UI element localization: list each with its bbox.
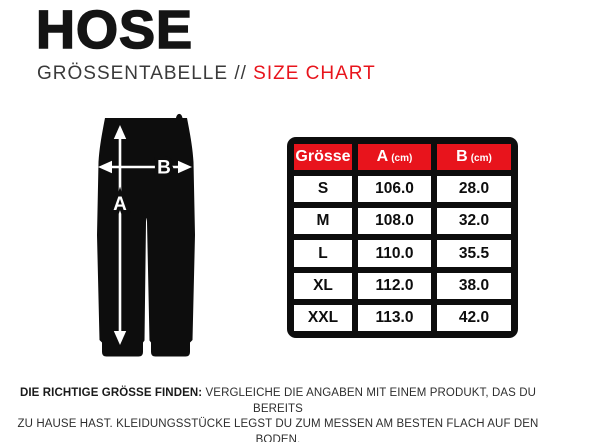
- row-xl-b-value: 38.0: [437, 272, 511, 299]
- pants-silhouette-shape: [97, 113, 195, 357]
- arrow-a-down-head-icon: [113, 331, 127, 345]
- row-s-a-value: 106.0: [358, 176, 431, 203]
- row-l-a-value: 110.0: [358, 240, 431, 267]
- row-l-size: L: [294, 240, 352, 267]
- arrow-b-left-head-icon: [98, 160, 112, 174]
- col-header-b-letter: B: [456, 148, 468, 166]
- arrow-b-right-head-icon: [178, 160, 192, 174]
- page-title: HOSE: [35, 0, 194, 61]
- footer-line-1: DIE RICHTIGE GRÖSSE FINDEN: VERGLEICHE D…: [0, 386, 556, 417]
- measure-label-b: B: [157, 158, 171, 179]
- row-l-b-value: 35.5: [437, 240, 511, 267]
- footer-line-2: ZU HAUSE HAST. KLEIDUNGSSTÜCKE LEGST DU …: [17, 418, 539, 442]
- footer-lead: DIE RICHTIGE GRÖSSE FINDEN:: [19, 387, 203, 399]
- measure-label-a: A: [113, 194, 127, 215]
- footer-line-1-rest: VERGLEICHE DIE ANGABEN MIT EINEM PRODUKT…: [205, 387, 537, 415]
- col-header-a: A (cm): [358, 144, 431, 171]
- row-xxl-b-value: 42.0: [437, 304, 511, 331]
- col-header-a-unit: (cm): [391, 152, 413, 164]
- subtitle-separator: //: [234, 63, 247, 84]
- subtitle-english: SIZE CHART: [253, 63, 376, 84]
- row-m-a-value: 108.0: [358, 208, 431, 235]
- row-m-size: M: [294, 208, 352, 235]
- row-xxl-a-value: 113.0: [358, 304, 431, 331]
- size-table: Grösse A (cm) B (cm) S 106.0 28.0 M 108.…: [287, 137, 518, 338]
- row-m-b-value: 32.0: [437, 208, 511, 235]
- footer-note: DIE RICHTIGE GRÖSSE FINDEN: VERGLEICHE D…: [0, 386, 556, 442]
- subtitle-german: GRÖSSENTABELLE: [37, 63, 229, 84]
- col-header-b: B (cm): [437, 144, 511, 171]
- arrow-a-up-head-icon: [113, 125, 127, 139]
- row-xxl-size: XXL: [294, 304, 352, 331]
- row-xl-a-value: 112.0: [358, 272, 431, 299]
- row-s-b-value: 28.0: [437, 176, 511, 203]
- col-header-size: Grösse: [294, 144, 352, 171]
- pants-measurement-figure: A B: [97, 113, 195, 357]
- measure-arrow-b: [98, 160, 192, 174]
- col-header-b-unit: (cm): [470, 152, 492, 164]
- col-header-a-letter: A: [376, 148, 389, 166]
- measure-arrow-a: [113, 125, 127, 345]
- page-subtitle: GRÖSSENTABELLE // SIZE CHART: [37, 62, 376, 86]
- row-xl-size: XL: [294, 272, 352, 299]
- row-s-size: S: [294, 176, 352, 203]
